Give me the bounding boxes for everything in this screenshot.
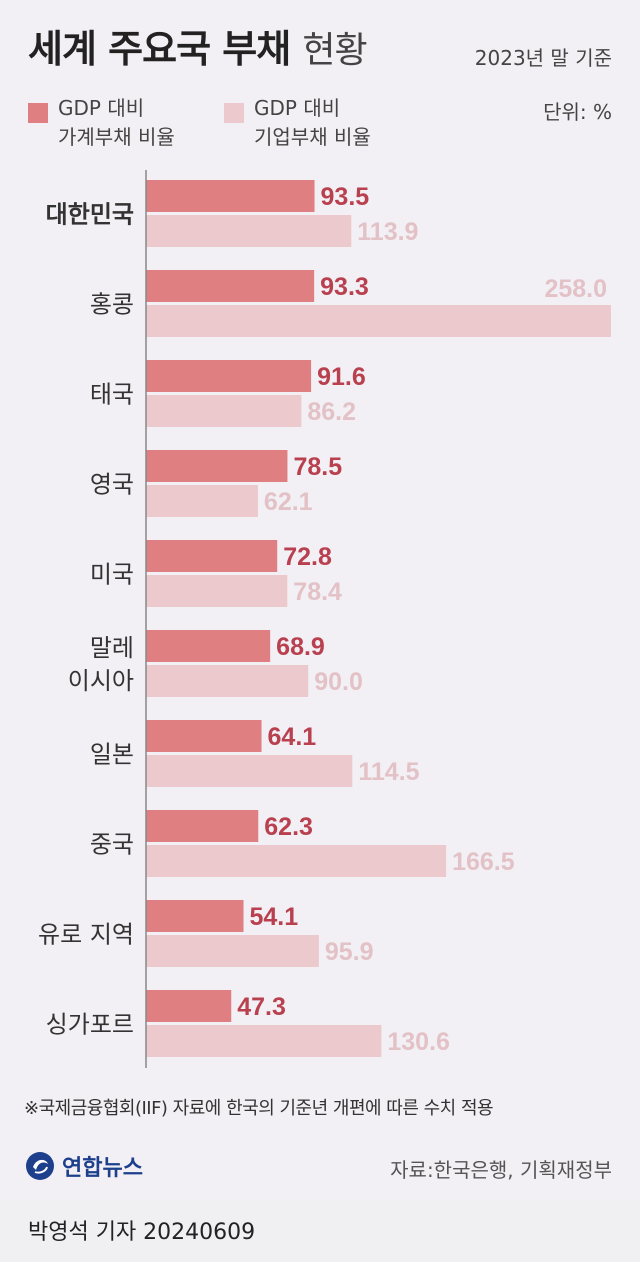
corporate-value-label: 90.0 [314, 668, 363, 696]
household-bar [146, 900, 244, 932]
household-value-label: 64.1 [268, 723, 317, 751]
chart-title-light: 현황 [302, 30, 367, 71]
household-bar [146, 180, 315, 212]
category-label: 홍콩 [90, 291, 134, 319]
yonhap-logo-icon [26, 1152, 54, 1180]
corporate-value-label: 113.9 [357, 218, 418, 246]
yonhap-logo: 연합뉴스 [24, 1148, 143, 1184]
category-label: 말레 [90, 634, 134, 662]
household-value-label: 91.6 [317, 363, 366, 391]
legend-corporate-line1: GDP 대비 [254, 96, 341, 120]
category-label: 이시아 [68, 667, 134, 695]
byline: 박영석 기자 20240609 [28, 1220, 256, 1245]
legend-corporate-swatch [224, 103, 244, 123]
household-bar [146, 720, 262, 752]
category-label: 영국 [90, 471, 134, 499]
household-value-label: 93.3 [320, 273, 369, 301]
source-note: 자료:한국은행, 기획재정부 [390, 1158, 612, 1182]
legend-corporate-label: GDP 대비 기업부채 비율 [254, 94, 371, 152]
yonhap-logo-text: 연합뉴스 [62, 1156, 143, 1181]
category-label: 유로 지역 [38, 921, 134, 949]
corporate-bar [146, 935, 319, 967]
unit-label: 단위: % [543, 100, 612, 124]
category-label: 대한민국 [46, 201, 134, 229]
corporate-bar [146, 755, 353, 787]
legend-corporate-line2: 기업부채 비율 [254, 125, 371, 149]
category-label: 미국 [90, 561, 134, 589]
corporate-bar [146, 305, 611, 337]
corporate-value-label: 62.1 [264, 488, 313, 516]
corporate-value-label: 86.2 [307, 398, 356, 426]
chart-title: 세계 주요국 부채 현황 [28, 18, 368, 73]
corporate-value-label: 95.9 [325, 938, 374, 966]
household-value-label: 93.5 [321, 183, 370, 211]
household-value-label: 78.5 [293, 453, 342, 481]
corporate-bar [146, 665, 309, 697]
infographic-panel: 세계 주요국 부채 현황 2023년 말 기준 단위: % GDP 대비 가계부… [24, 18, 612, 1184]
category-label: 싱가포르 [46, 1011, 134, 1039]
legend-household-line2: 가계부채 비율 [58, 125, 175, 149]
footnote: ※국제금융협회(IIF) 자료에 한국의 기준년 개편에 따른 수치 적용 [24, 1098, 494, 1119]
household-bar [146, 270, 315, 302]
category-label: 태국 [90, 381, 134, 409]
household-value-label: 68.9 [276, 633, 325, 661]
corporate-bar [146, 845, 447, 877]
household-value-label: 54.1 [250, 903, 299, 931]
corporate-value-label: 78.4 [293, 578, 342, 606]
household-bar [146, 360, 312, 392]
chart-title-bold: 세계 주요국 부채 [28, 27, 291, 71]
bar-chart: 대한민국 93.5 113.9 홍콩 93.3 258.0 태국 91.6 86.2 영국 78.5… [38, 170, 611, 1068]
household-bar [146, 990, 232, 1022]
basis-date: 2023년 말 기준 [474, 46, 612, 70]
legend-household-line1: GDP 대비 [58, 96, 145, 120]
legend-household-swatch [28, 103, 48, 123]
corporate-value-label: 114.5 [358, 758, 419, 786]
corporate-bar [146, 395, 302, 427]
legend-household-label: GDP 대비 가계부채 비율 [58, 94, 175, 152]
household-value-label: 62.3 [264, 813, 313, 841]
category-label: 일본 [90, 741, 134, 769]
corporate-bar [146, 485, 258, 517]
household-value-label: 72.8 [283, 543, 332, 571]
category-label: 중국 [90, 831, 134, 859]
corporate-value-label: 130.6 [387, 1028, 450, 1056]
corporate-bar [146, 1025, 382, 1057]
corporate-value-label: 166.5 [452, 848, 515, 876]
household-bar [146, 450, 288, 482]
household-bar [146, 540, 278, 572]
corporate-bar [146, 215, 352, 247]
household-bar [146, 630, 271, 662]
corporate-value-label: 258.0 [544, 275, 607, 303]
household-value-label: 47.3 [237, 993, 286, 1021]
household-bar [146, 810, 259, 842]
corporate-bar [146, 575, 288, 607]
